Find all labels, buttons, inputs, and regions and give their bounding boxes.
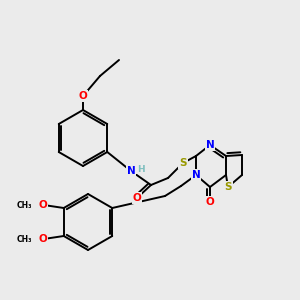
Text: O: O: [206, 197, 214, 207]
Text: S: S: [179, 158, 187, 168]
Text: O: O: [38, 234, 47, 244]
Text: N: N: [192, 170, 200, 180]
Text: N: N: [127, 166, 135, 176]
Text: CH₃: CH₃: [16, 200, 32, 209]
Text: O: O: [38, 200, 47, 210]
Text: N: N: [206, 140, 214, 150]
Text: CH₃: CH₃: [16, 235, 32, 244]
Text: O: O: [79, 91, 87, 101]
Text: O: O: [133, 193, 141, 203]
Text: S: S: [224, 182, 232, 192]
Text: H: H: [137, 164, 145, 173]
